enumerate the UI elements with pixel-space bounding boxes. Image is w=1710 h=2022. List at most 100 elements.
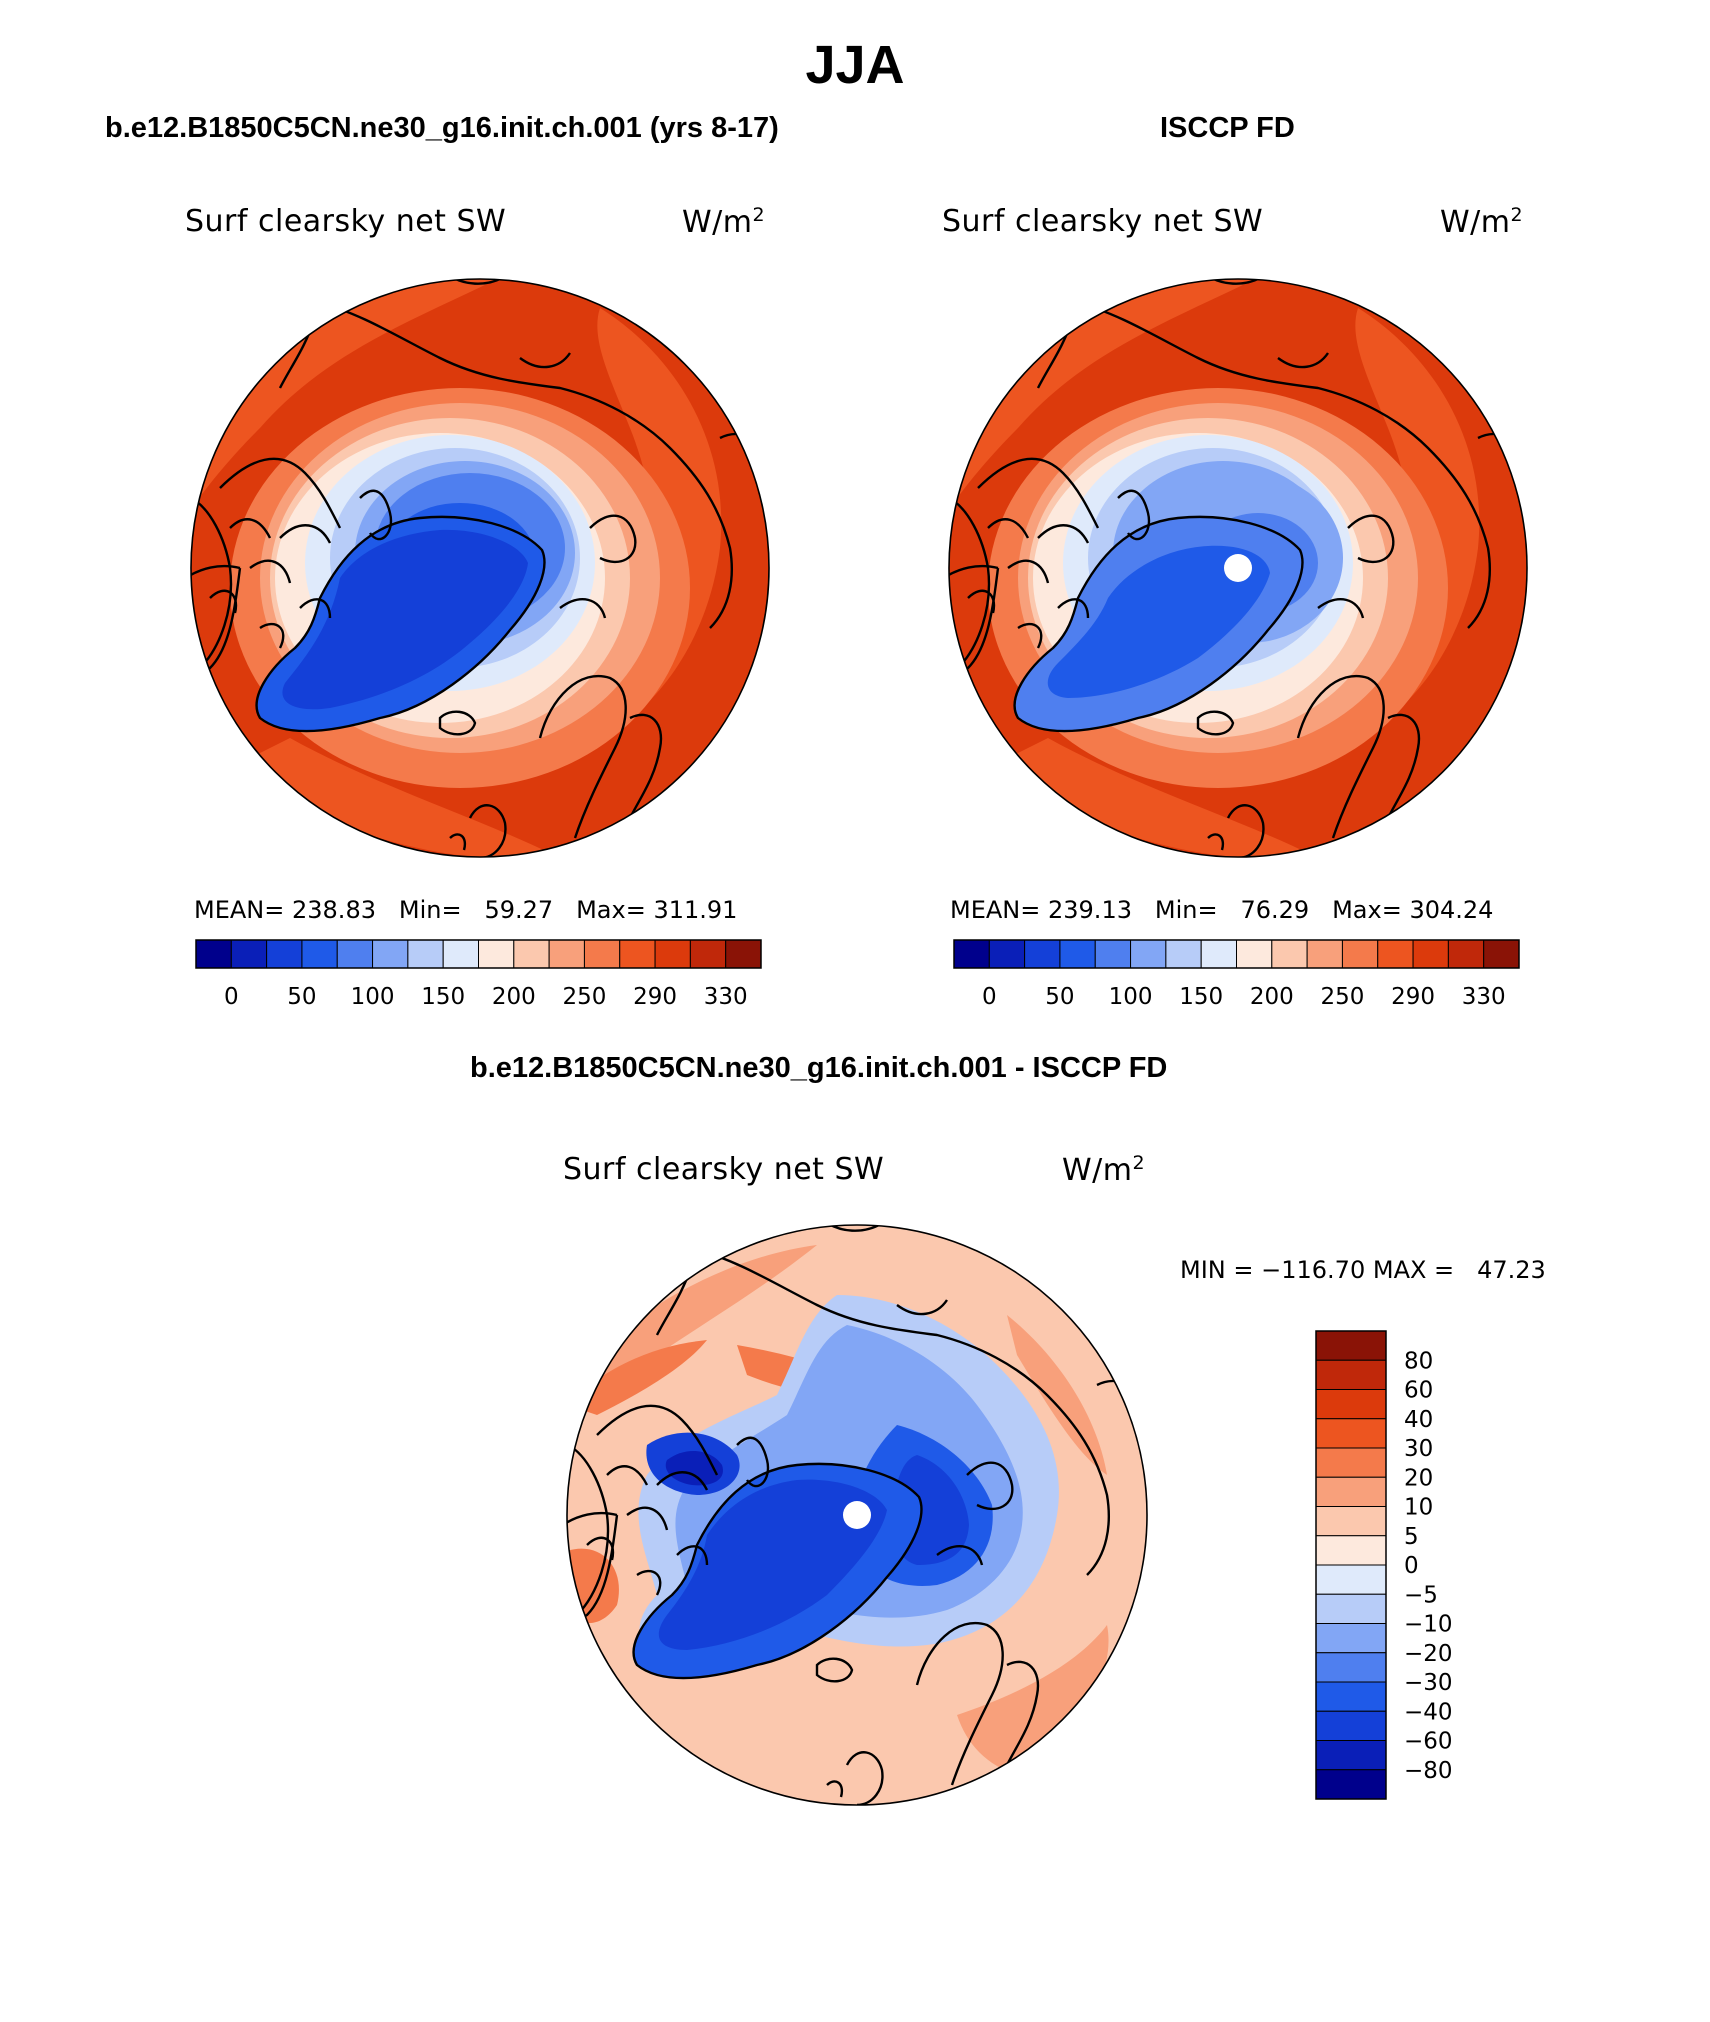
- panel1-case-title: b.e12.B1850C5CN.ne30_g16.init.ch.001 (yr…: [105, 112, 779, 144]
- panel3-colorbar-tick-label: 5: [1404, 1524, 1419, 1550]
- panel3-colorbar-swatch-14: [1315, 1740, 1387, 1771]
- panel1-colorbar-swatch-4: [336, 939, 374, 969]
- panel1-min-label: Min=: [398, 896, 462, 924]
- panel3-colorbar-swatch-9: [1315, 1593, 1387, 1624]
- figure-title: JJA: [805, 35, 905, 95]
- panel3-colorbar-tick-label: −80: [1404, 1758, 1453, 1784]
- panel3-colorbar-tick-label: 30: [1404, 1436, 1433, 1462]
- panel2-variable-label: Surf clearsky net SW: [942, 204, 1264, 239]
- panel3-colorbar-swatch-4: [1315, 1447, 1387, 1478]
- panel2-colorbar-tick-label: 250: [1320, 984, 1364, 1010]
- panel1-colorbar-tick-label: 330: [704, 984, 748, 1010]
- panel1-stats: MEAN= 238.83 Min= 59.27 Max= 311.91: [194, 896, 737, 924]
- panel3-units-label: W/m2: [1062, 1152, 1146, 1188]
- panel1-colorbar-swatch-10: [548, 939, 585, 969]
- panel2-colorbar-tick-label: 200: [1250, 984, 1294, 1010]
- panel3-map: [566, 1224, 1148, 1806]
- panel2-pole-missing: [1224, 554, 1252, 582]
- panel1-colorbar-tick-label: 250: [562, 984, 606, 1010]
- panel2-colorbar-swatch-5: [1130, 939, 1167, 969]
- panel3-variable-label: Surf clearsky net SW: [563, 1152, 885, 1187]
- panel1-max-value: 311.91: [653, 896, 738, 924]
- panel2-colorbar-swatch-0: [953, 939, 990, 969]
- panel1-colorbar: 0 50 100 150 200 250 290 330: [195, 939, 762, 1010]
- panel3-colorbar-swatch-0: [1315, 1330, 1387, 1361]
- panel1-colorbar-swatch-14: [689, 939, 727, 969]
- panel2-stats: MEAN= 239.13 Min= 76.29 Max= 304.24: [950, 896, 1493, 924]
- panel2-colorbar-tick-label: 150: [1179, 984, 1223, 1010]
- panel1-colorbar-swatch-11: [583, 939, 621, 969]
- panel3-colorbar-swatch-6: [1315, 1506, 1387, 1537]
- panel2-case-title: ISCCP FD: [1160, 112, 1295, 144]
- panel2-colorbar-swatch-3: [1059, 939, 1096, 969]
- panel3-colorbar-swatch-7: [1315, 1535, 1387, 1566]
- panel3-colorbar-tick-label: 60: [1404, 1378, 1433, 1404]
- panel1-colorbar-swatch-12: [619, 939, 656, 969]
- panel2-map: [948, 278, 1528, 858]
- panel2-min-value: 76.29: [1240, 896, 1310, 924]
- panel3-colorbar-swatch-11: [1315, 1652, 1387, 1683]
- panel2-colorbar-tick-label: 290: [1391, 984, 1435, 1010]
- panel1-colorbar-tick-label: 290: [633, 984, 677, 1010]
- panel2-colorbar: 0 50 100 150 200 250 290 330: [953, 939, 1520, 1010]
- panel1-min-value: 59.27: [484, 896, 554, 924]
- panel2-max-label: Max=: [1332, 896, 1402, 924]
- panel3-colorbar-tick-label: 20: [1404, 1465, 1433, 1491]
- panel2-min-label: Min=: [1154, 896, 1218, 924]
- panel1-mean-value: 238.83: [292, 896, 376, 924]
- panel3-colorbar-swatch-15: [1315, 1769, 1387, 1800]
- panel3-stats: MIN = −116.70 MAX = 47.23: [1180, 1256, 1546, 1284]
- panel2-colorbar-tick-label: 100: [1109, 984, 1153, 1010]
- panel3-colorbar-tick-label: 0: [1404, 1553, 1419, 1579]
- panel1-colorbar-swatch-2: [266, 939, 303, 969]
- panel2-colorbar-swatch-2: [1024, 939, 1061, 969]
- panel1-colorbar-tick-label: 150: [421, 984, 465, 1010]
- panel2-colorbar-swatch-7: [1200, 939, 1237, 969]
- panel3-colorbar-tick-label: −60: [1404, 1729, 1453, 1755]
- panel3-min-label: MIN =: [1180, 1256, 1254, 1284]
- panel2-colorbar-swatch-8: [1236, 939, 1273, 969]
- panel1-mean-label: MEAN=: [194, 896, 285, 924]
- panel1-map: [190, 278, 770, 858]
- panel1-colorbar-swatch-9: [513, 939, 550, 969]
- panel3-max-label: MAX =: [1372, 1256, 1455, 1284]
- panel3-colorbar-swatch-8: [1315, 1564, 1387, 1595]
- panel3-colorbar: 80 60 40 30 20 10 5 0 −5 −10 −20 −30 −40 −60 −80: [1315, 1330, 1453, 1800]
- panel3-colorbar-tick-label: 40: [1404, 1407, 1433, 1433]
- panel2-colorbar-swatch-14: [1447, 939, 1485, 969]
- panel3-pole-missing: [843, 1501, 871, 1529]
- panel2-colorbar-swatch-15: [1483, 939, 1520, 969]
- panel1-colorbar-tick-label: 200: [492, 984, 536, 1010]
- panel3-colorbar-tick-label: −10: [1404, 1612, 1453, 1638]
- panel3-colorbar-swatch-13: [1315, 1710, 1387, 1741]
- panel3-colorbar-tick-label: −30: [1404, 1670, 1453, 1696]
- panel2-colorbar-swatch-1: [988, 939, 1026, 969]
- panel3-colorbar-tick-label: −40: [1404, 1699, 1453, 1725]
- panel2-colorbar-swatch-6: [1165, 939, 1202, 969]
- panel2-colorbar-swatch-9: [1271, 939, 1308, 969]
- panel3-case-title: b.e12.B1850C5CN.ne30_g16.init.ch.001 - I…: [470, 1052, 1168, 1084]
- panel3-colorbar-tick-label: −20: [1404, 1641, 1453, 1667]
- panel1-colorbar-swatch-13: [654, 939, 691, 969]
- panel2-colorbar-swatch-11: [1341, 939, 1379, 969]
- panel1-colorbar-tick-label: 100: [351, 984, 395, 1010]
- panel1-colorbar-swatch-15: [725, 939, 762, 969]
- panel2-colorbar-swatch-13: [1412, 939, 1449, 969]
- panel2-colorbar-tick-label: 50: [1045, 984, 1074, 1010]
- panel3-max-value: 47.23: [1477, 1256, 1546, 1284]
- panel3-colorbar-tick-label: 80: [1404, 1348, 1433, 1374]
- panel3-colorbar-tick-label: −5: [1404, 1582, 1438, 1608]
- panel3-colorbar-swatch-1: [1315, 1359, 1387, 1390]
- panel2-max-value: 304.24: [1409, 896, 1494, 924]
- panel1-units-label: W/m2: [682, 204, 766, 240]
- panel2-colorbar-swatch-12: [1377, 939, 1414, 969]
- panel1-max-label: Max=: [576, 896, 646, 924]
- panel3-colorbar-swatch-12: [1315, 1681, 1387, 1712]
- panel2-units-label: W/m2: [1440, 204, 1524, 240]
- panel1-colorbar-swatch-6: [407, 939, 444, 969]
- panel1-colorbar-swatch-7: [442, 939, 479, 969]
- panel3-min-value: −116.70: [1261, 1256, 1366, 1284]
- panel1-colorbar-swatch-0: [195, 939, 232, 969]
- panel1-colorbar-tick-label: 0: [224, 984, 239, 1010]
